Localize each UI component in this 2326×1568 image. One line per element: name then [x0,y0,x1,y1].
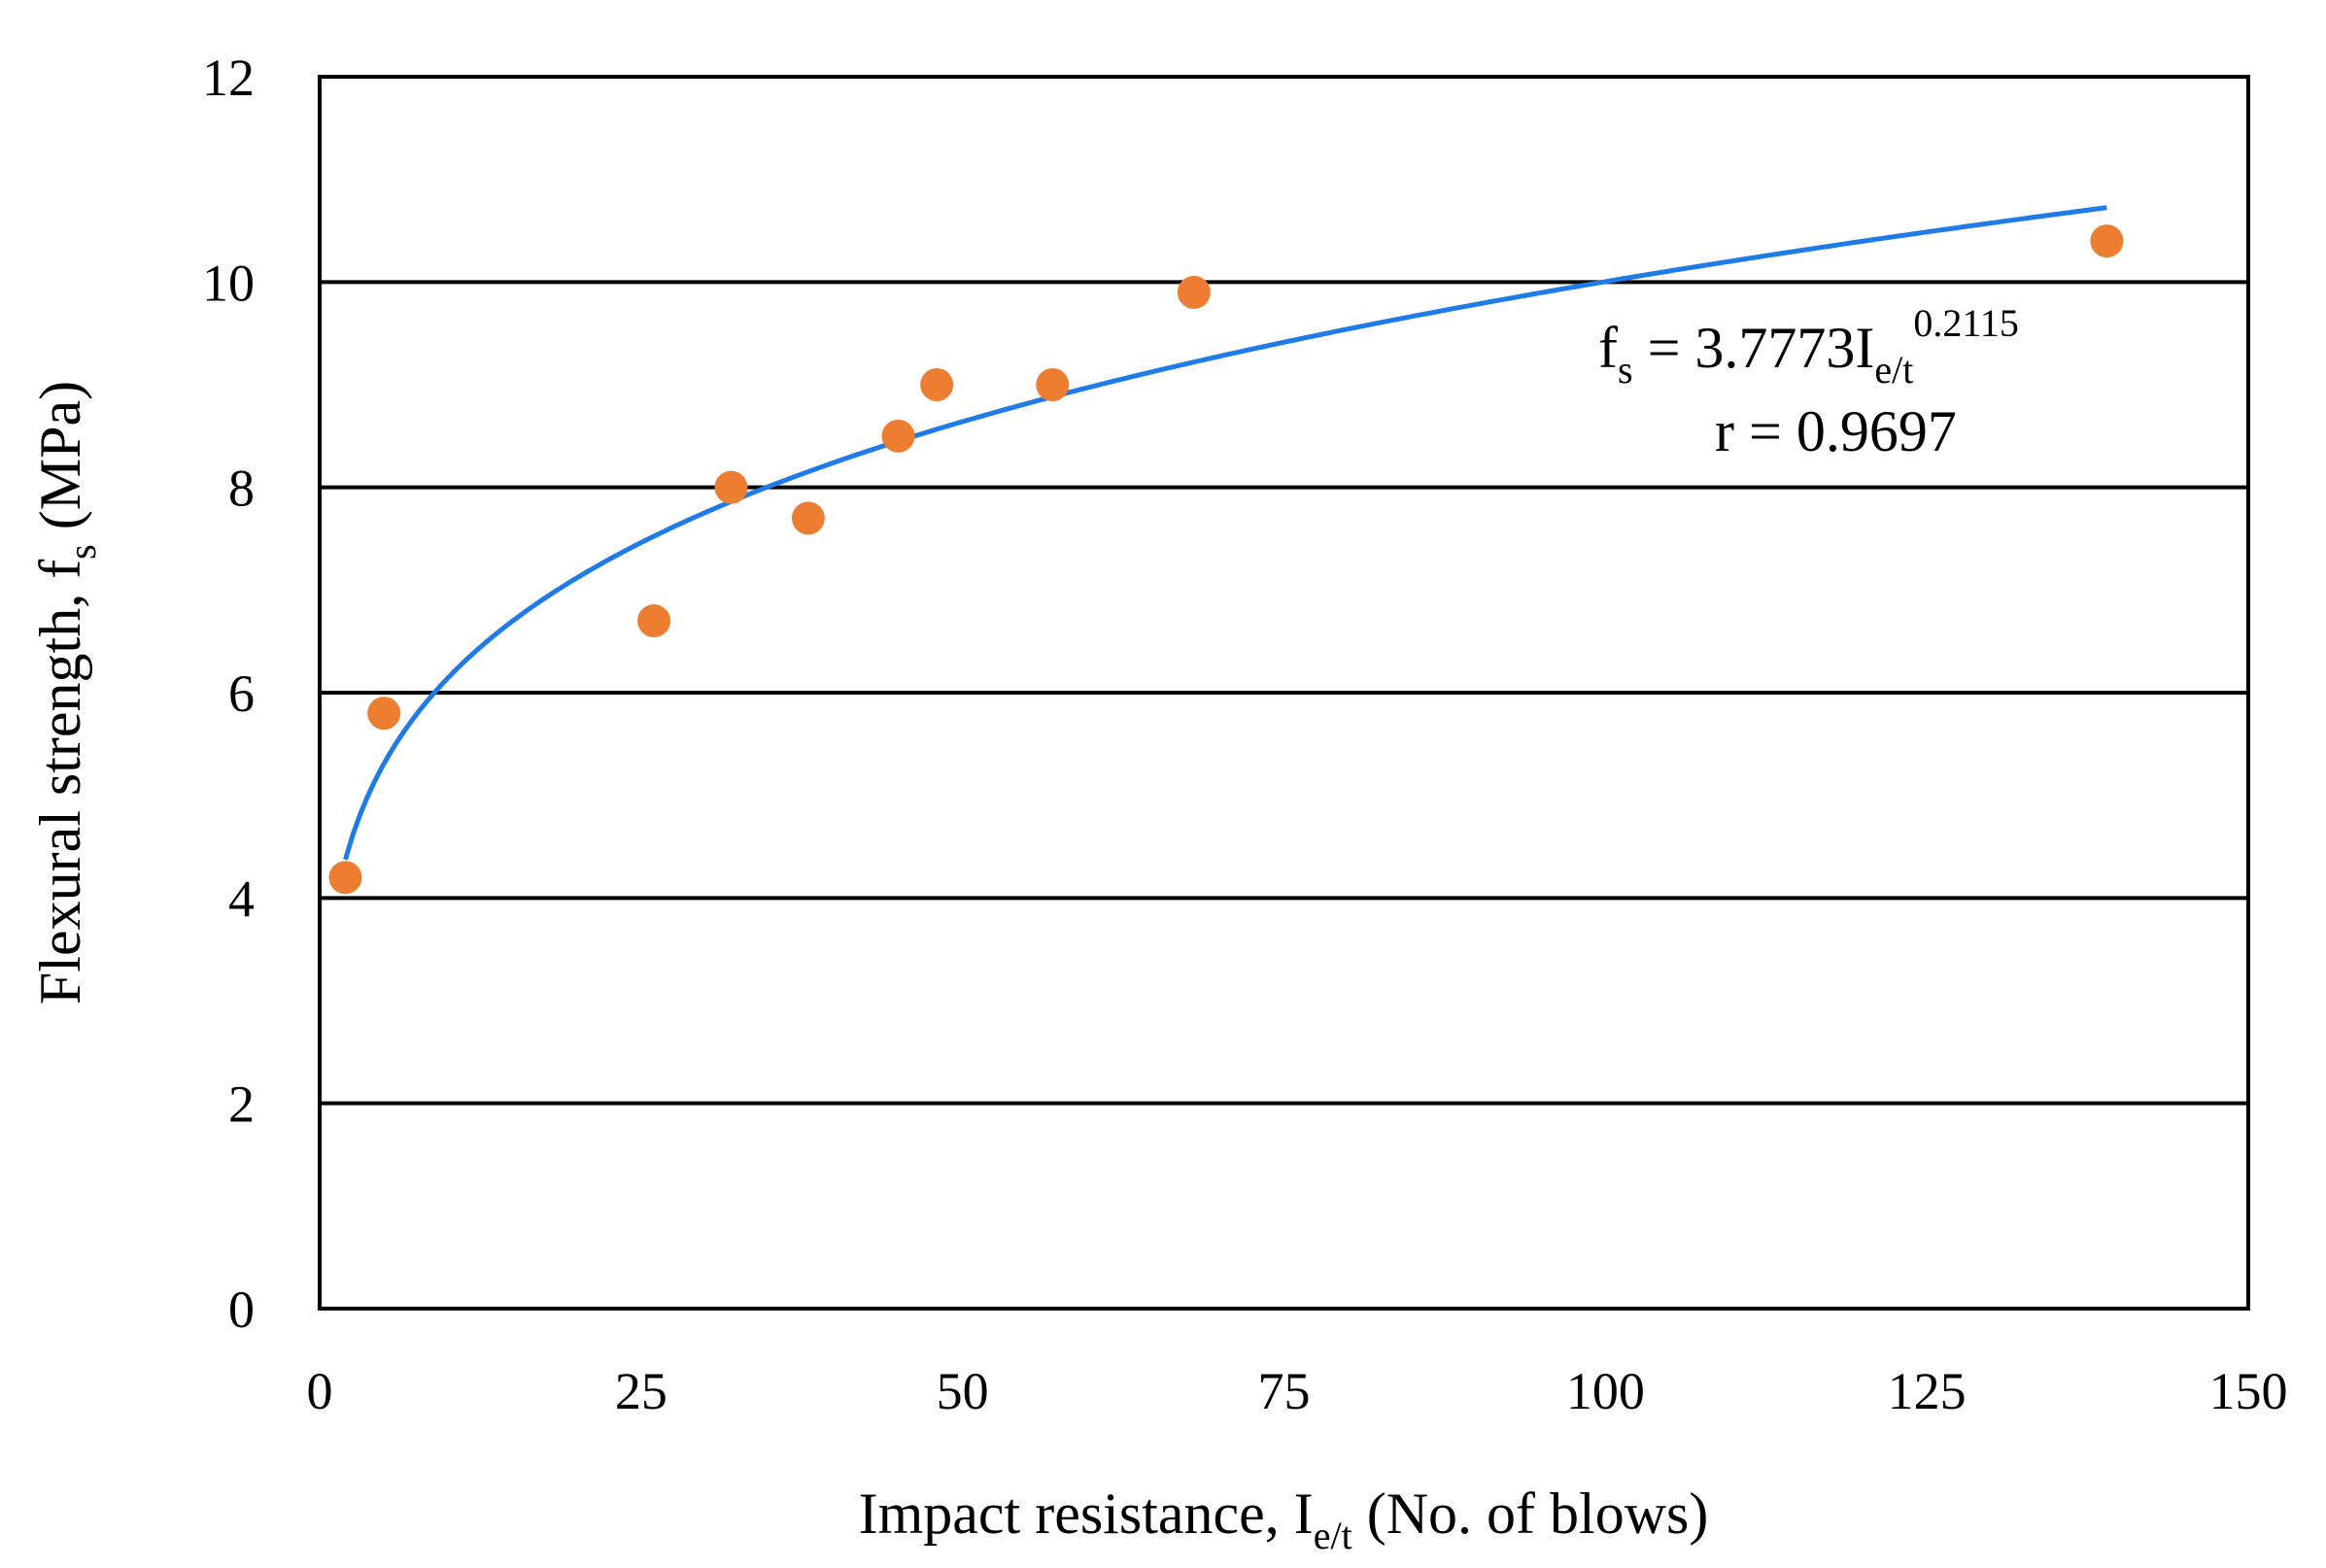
y-tick-label: 12 [202,49,255,107]
y-axis-ticks: 0 2 4 6 8 10 12 [202,49,255,1339]
data-point [637,604,671,638]
x-tick-label: 150 [2209,1362,2288,1420]
y-tick-label: 6 [228,665,255,723]
data-point [714,470,748,504]
y-tick-label: 4 [228,869,255,928]
trend-line [343,205,2107,861]
x-tick-label: 25 [615,1362,667,1420]
data-point [920,368,954,401]
data-point [367,697,401,731]
y-tick-label: 2 [228,1075,255,1134]
x-tick-label: 50 [937,1362,989,1420]
series [328,205,2124,895]
plot-frame [318,75,2250,1311]
y-tick-label: 8 [228,460,255,518]
x-tick-label: 0 [307,1362,333,1420]
data-point [1036,368,1070,401]
y-tick-label: 0 [228,1280,255,1339]
y-tick-label: 10 [202,254,255,312]
data-point [1177,275,1211,309]
x-tick-label: 75 [1258,1362,1311,1420]
data-point [881,419,915,453]
x-tick-label: 100 [1566,1362,1645,1420]
x-axis-title: Impact resistance, Ie/t (No. of blows) [859,1482,1709,1557]
gridlines [320,280,2248,1106]
x-tick-label: 125 [1888,1362,1967,1420]
x-axis-ticks: 0 25 50 75 100 125 150 [307,1362,2288,1420]
correlation-coefficient: r = 0.9697 [1715,399,1957,463]
data-point [328,861,362,895]
data-point [2090,224,2124,258]
y-axis-title: Flexural strength, fs (MPa) [28,381,104,1005]
data-point [791,501,825,535]
fit-equation: fs = 3.7773Ie/t0.2115 [1598,301,2019,392]
